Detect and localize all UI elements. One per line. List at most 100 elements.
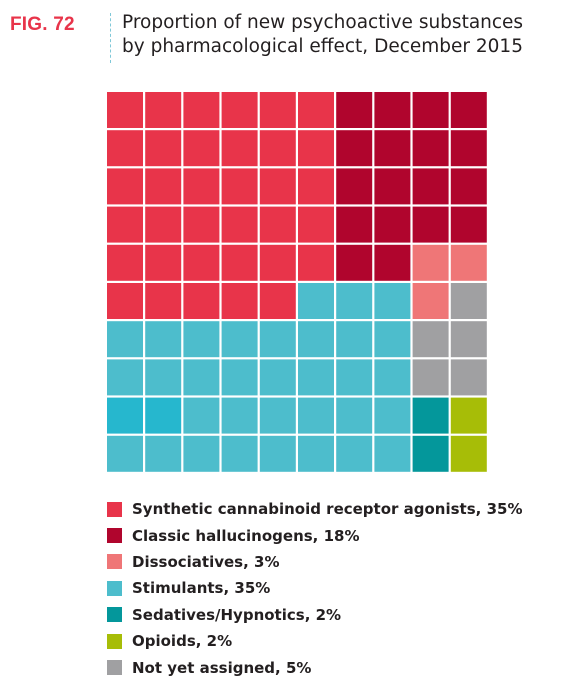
waffle-cell-halluc xyxy=(450,92,487,128)
legend-swatch xyxy=(107,554,122,570)
waffle-cell-scra xyxy=(221,244,258,281)
legend: Synthetic cannabinoid receptor agonists,… xyxy=(107,496,522,681)
waffle-cell-scra xyxy=(221,206,258,243)
waffle-cell-stim xyxy=(374,359,411,396)
waffle-cell-scra xyxy=(298,168,334,205)
waffle-cell-halluc xyxy=(374,168,411,205)
waffle-cell-scra xyxy=(145,130,182,167)
waffle-cell-stim xyxy=(259,435,296,472)
waffle-cell-stim xyxy=(259,397,296,434)
waffle-cell-stim xyxy=(298,359,334,396)
waffle-cell-stim xyxy=(298,397,334,434)
waffle-cell-stim xyxy=(221,359,258,396)
waffle-cell-stim xyxy=(374,283,411,319)
waffle-cell-halluc xyxy=(412,92,449,128)
waffle-cell-scra xyxy=(221,283,258,319)
waffle-cell-scra xyxy=(221,130,258,167)
legend-label: Stimulants, 35% xyxy=(132,579,271,598)
chart-title-line-1: Proportion of new psychoactive substance… xyxy=(122,12,524,33)
waffle-cell-stim xyxy=(336,435,373,472)
waffle-cell-stim xyxy=(221,397,258,434)
legend-item-opioid: Opioids, 2% xyxy=(107,628,522,654)
waffle-cell-stim xyxy=(298,321,334,358)
legend-item-unassigned: Not yet assigned, 5% xyxy=(107,654,522,680)
waffle-cell-scra xyxy=(221,168,258,205)
waffle-cell-stim xyxy=(145,397,182,434)
waffle-cell-halluc xyxy=(450,206,487,243)
legend-swatch xyxy=(107,580,122,596)
waffle-cell-opioid xyxy=(450,397,487,434)
waffle-cell-stim xyxy=(107,321,143,358)
waffle-cell-stim xyxy=(374,321,411,358)
waffle-cell-halluc xyxy=(412,130,449,167)
legend-swatch xyxy=(107,660,122,676)
legend-label: Dissociatives, 3% xyxy=(132,552,280,571)
waffle-cell-stim xyxy=(374,435,411,472)
waffle-cell-scra xyxy=(145,206,182,243)
waffle-cell-halluc xyxy=(336,206,373,243)
legend-item-stim: Stimulants, 35% xyxy=(107,575,522,601)
waffle-cell-halluc xyxy=(374,244,411,281)
legend-swatch xyxy=(107,501,122,517)
waffle-cell-scra xyxy=(183,168,220,205)
legend-swatch xyxy=(107,528,122,544)
legend-label: Classic hallucinogens, 18% xyxy=(132,526,360,545)
legend-item-halluc: Classic hallucinogens, 18% xyxy=(107,522,522,548)
waffle-cell-halluc xyxy=(374,130,411,167)
waffle-cell-scra xyxy=(183,206,220,243)
waffle-cell-scra xyxy=(145,168,182,205)
waffle-cell-stim xyxy=(298,283,334,319)
waffle-cell-scra xyxy=(107,92,143,128)
waffle-cell-scra xyxy=(145,92,182,128)
waffle-cell-unassigned xyxy=(450,283,487,319)
waffle-cell-stim xyxy=(336,321,373,358)
waffle-chart xyxy=(107,92,487,472)
waffle-cell-stim xyxy=(183,397,220,434)
waffle-cell-scra xyxy=(259,92,296,128)
waffle-cell-scra xyxy=(145,283,182,319)
waffle-cell-scra xyxy=(259,244,296,281)
waffle-cell-scra xyxy=(107,244,143,281)
waffle-cell-halluc xyxy=(336,92,373,128)
waffle-cell-stim xyxy=(336,397,373,434)
waffle-cell-halluc xyxy=(336,168,373,205)
legend-item-scra: Synthetic cannabinoid receptor agonists,… xyxy=(107,496,522,522)
waffle-cell-scra xyxy=(221,92,258,128)
waffle-cell-stim xyxy=(107,435,143,472)
waffle-cell-scra xyxy=(259,168,296,205)
waffle-cell-unassigned xyxy=(450,359,487,396)
waffle-cell-sedat xyxy=(412,435,449,472)
waffle-cell-scra xyxy=(298,244,334,281)
waffle-cell-stim xyxy=(145,321,182,358)
waffle-cell-stim xyxy=(183,359,220,396)
waffle-cell-stim xyxy=(145,435,182,472)
waffle-cell-stim xyxy=(336,283,373,319)
waffle-cell-opioid xyxy=(450,435,487,472)
waffle-cell-stim xyxy=(221,435,258,472)
figure-label: FIG. 72 xyxy=(10,14,75,35)
waffle-cell-stim xyxy=(107,397,143,434)
waffle-cell-dissoc xyxy=(412,244,449,281)
waffle-cell-scra xyxy=(259,283,296,319)
waffle-cell-scra xyxy=(107,206,143,243)
waffle-cell-scra xyxy=(298,130,334,167)
waffle-cell-halluc xyxy=(336,244,373,281)
waffle-cell-stim xyxy=(183,321,220,358)
waffle-cell-dissoc xyxy=(412,283,449,319)
legend-label: Synthetic cannabinoid receptor agonists,… xyxy=(132,500,523,519)
legend-item-sedat: Sedatives/Hypnotics, 2% xyxy=(107,602,522,628)
waffle-cell-stim xyxy=(259,359,296,396)
waffle-cell-scra xyxy=(107,130,143,167)
chart-title-line-2: by pharmacological effect, December 2015 xyxy=(122,36,523,57)
chart-title: Proportion of new psychoactive substance… xyxy=(122,11,582,59)
waffle-cell-halluc xyxy=(450,168,487,205)
waffle-cell-sedat xyxy=(412,397,449,434)
waffle-cell-stim xyxy=(298,435,334,472)
waffle-cell-scra xyxy=(298,92,334,128)
legend-item-dissoc: Dissociatives, 3% xyxy=(107,549,522,575)
waffle-cell-stim xyxy=(336,359,373,396)
legend-label: Not yet assigned, 5% xyxy=(132,658,312,677)
waffle-cell-scra xyxy=(183,244,220,281)
waffle-cell-stim xyxy=(259,321,296,358)
waffle-cell-scra xyxy=(107,168,143,205)
